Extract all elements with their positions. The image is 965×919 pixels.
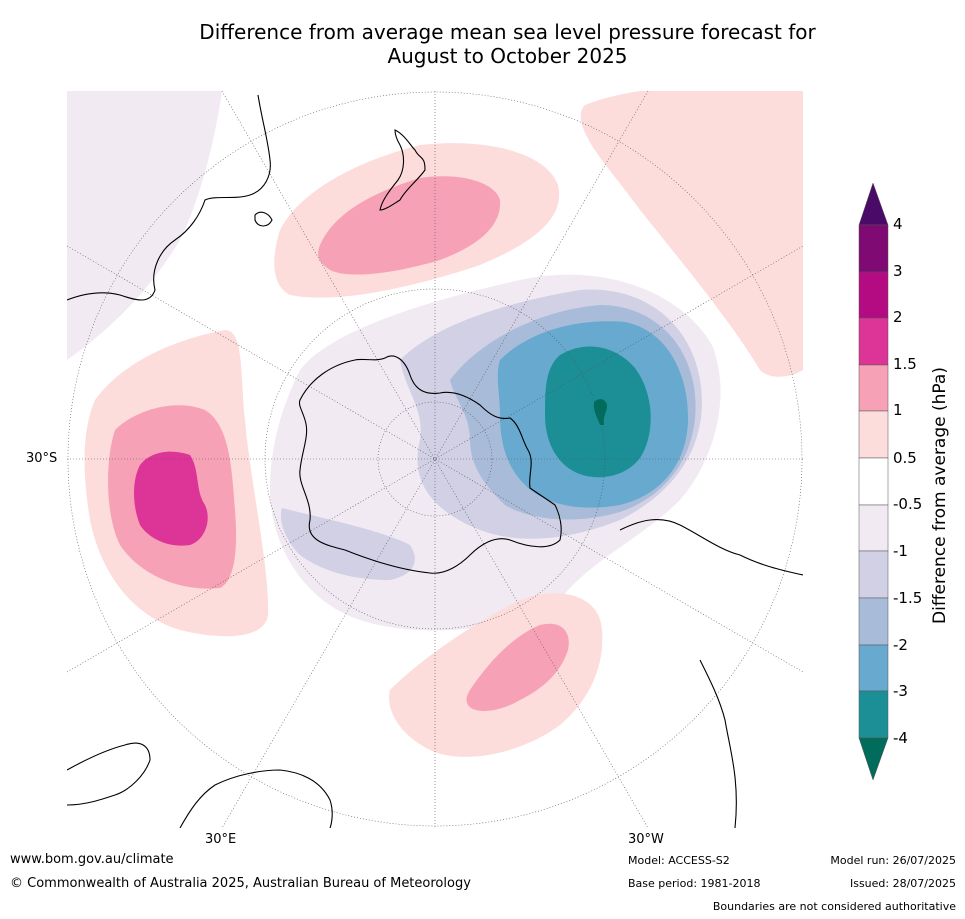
anomaly-region-positive-atlantic xyxy=(466,623,569,712)
colorbar-tick: -4 xyxy=(893,729,908,747)
model-run-text: Model run: 26/07/2025 xyxy=(830,854,956,867)
colorbar-triangle-bottom xyxy=(858,737,889,781)
anomaly-region-negative-1-west xyxy=(280,508,415,580)
colorbar-segment-neg3-to-neg2 xyxy=(858,644,889,692)
map-area xyxy=(67,91,803,828)
chart-title: Difference from average mean sea level p… xyxy=(0,20,965,68)
colorbar-label: Difference from average (hPa) xyxy=(930,367,950,624)
issued-text: Issued: 28/07/2025 xyxy=(849,877,956,890)
colorbar-segment-neg2-to-neg1.5 xyxy=(858,597,889,646)
colorbar-segment-neg1-to-neg0.5 xyxy=(858,504,889,552)
coastlines xyxy=(67,94,803,828)
lon-label-30w: 30°W xyxy=(628,832,664,847)
colorbar-tick: 3 xyxy=(893,262,903,280)
australia-coastline xyxy=(67,94,271,301)
lon-label-30e: 30°E xyxy=(205,832,237,847)
colorbar-segment-1-to-1.5 xyxy=(858,364,889,412)
base-period-text: Base period: 1981-2018 xyxy=(628,877,761,890)
colorbar-segment-1.5-to-2 xyxy=(858,317,889,366)
colorbar-segment-0.5-to-1 xyxy=(858,410,889,459)
anomaly-region-positive-pacific-light xyxy=(580,91,803,377)
colorbar-tick: -3 xyxy=(893,682,908,700)
colorbar-tick: -2 xyxy=(893,636,908,654)
graticule xyxy=(67,91,803,828)
colorbar-segment-neg1.5-to-neg1 xyxy=(858,550,889,599)
south-america-coastline xyxy=(619,519,803,828)
colorbar-tick: -1.5 xyxy=(893,589,923,607)
website-link[interactable]: www.bom.gov.au/climate xyxy=(10,852,174,867)
copyright-text: © Commonwealth of Australia 2025, Austra… xyxy=(10,876,471,891)
disclaimer-text: Boundaries are not considered authoritat… xyxy=(712,900,956,913)
colorbar-tick: 2 xyxy=(893,308,903,326)
colorbar-tick: 0.5 xyxy=(893,449,917,467)
colorbar-segment-neutral xyxy=(858,457,889,506)
colorbar-tick: -1 xyxy=(893,542,908,560)
colorbar-tick: 1 xyxy=(893,401,903,419)
colorbar-tick: 4 xyxy=(893,215,903,233)
lat-label-30s: 30°S xyxy=(26,451,58,466)
anomaly-region-negative-4 xyxy=(593,399,608,425)
colorbar-triangle-top xyxy=(858,182,889,226)
tasmania-coastline xyxy=(254,211,273,227)
title-line-2: August to October 2025 xyxy=(387,44,628,68)
colorbar-segment-neg4-to-neg3 xyxy=(858,690,889,739)
colorbar xyxy=(858,182,889,781)
anomaly-region-positive-indian-core xyxy=(134,451,208,546)
africa-coastline xyxy=(67,742,333,828)
anomaly-region-positive-nz xyxy=(318,176,501,275)
colorbar-segment-3-to-4 xyxy=(858,224,889,273)
title-line-1: Difference from average mean sea level p… xyxy=(199,20,816,44)
antarctica-coastline xyxy=(298,355,562,574)
model-text: Model: ACCESS-S2 xyxy=(628,854,730,867)
colorbar-segment-2-to-3 xyxy=(858,271,889,319)
colorbar-tick: 1.5 xyxy=(893,355,917,373)
new-zealand-coastline xyxy=(379,129,426,211)
colorbar-tick: -0.5 xyxy=(893,495,923,513)
